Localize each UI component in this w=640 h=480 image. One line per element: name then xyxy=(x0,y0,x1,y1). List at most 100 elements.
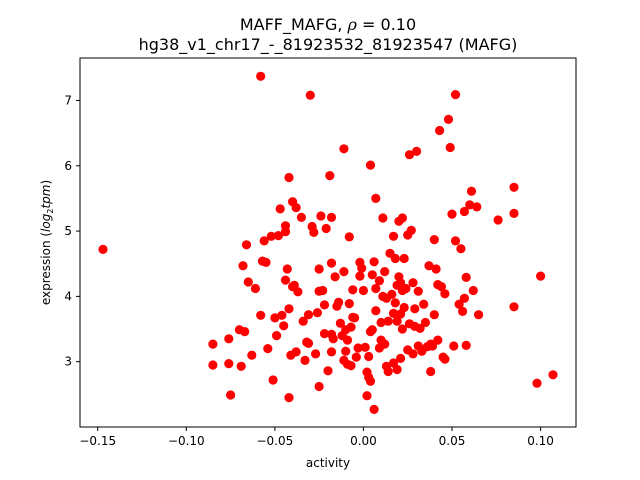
data-point xyxy=(365,160,376,170)
data-point xyxy=(396,353,406,363)
data-point xyxy=(275,204,285,214)
data-point xyxy=(474,310,484,320)
data-point xyxy=(450,90,461,100)
data-point xyxy=(328,334,338,344)
data-point xyxy=(371,283,381,294)
data-point xyxy=(300,355,310,365)
data-point xyxy=(450,236,461,246)
data-point xyxy=(449,341,459,351)
y-tick-label: 3 xyxy=(64,355,72,369)
data-point xyxy=(427,341,438,351)
data-point xyxy=(256,71,266,81)
data-point xyxy=(344,299,354,309)
data-point xyxy=(309,227,319,237)
data-point xyxy=(362,391,372,401)
data-point xyxy=(339,144,349,154)
data-point xyxy=(388,308,399,318)
data-point xyxy=(319,300,330,310)
data-point xyxy=(344,232,354,242)
data-point xyxy=(365,376,376,386)
data-point xyxy=(321,223,331,234)
x-tick-label: −0.10 xyxy=(168,434,205,448)
data-point xyxy=(323,366,333,376)
data-point xyxy=(240,327,250,337)
chart-title-line1: MAFF_MAFG, ρ = 0.10 xyxy=(240,15,416,35)
data-point xyxy=(351,352,361,362)
data-point xyxy=(280,275,291,285)
data-point xyxy=(461,340,471,350)
data-point xyxy=(311,349,321,359)
data-point xyxy=(367,325,377,335)
data-point xyxy=(247,350,257,360)
y-axis-label: expression (log2tpm) xyxy=(39,180,55,305)
data-point xyxy=(431,264,441,274)
data-point xyxy=(314,264,324,274)
data-point xyxy=(291,203,301,213)
data-point xyxy=(548,370,558,380)
data-point xyxy=(326,258,337,268)
y-tick-label: 7 xyxy=(64,93,72,107)
x-tick-label: 0.05 xyxy=(439,434,466,448)
data-point xyxy=(357,263,367,273)
data-point xyxy=(263,344,273,354)
data-point xyxy=(509,208,519,218)
data-point xyxy=(454,299,464,309)
data-point xyxy=(303,338,314,348)
data-point xyxy=(412,146,422,156)
data-point xyxy=(397,213,407,223)
data-point xyxy=(509,182,519,192)
data-point xyxy=(426,366,436,377)
data-point xyxy=(440,289,450,299)
data-point xyxy=(364,351,374,362)
data-point xyxy=(238,261,248,271)
data-point xyxy=(316,211,326,221)
data-point xyxy=(358,285,368,296)
data-point xyxy=(339,267,349,277)
data-point xyxy=(291,347,301,357)
data-point xyxy=(458,306,468,316)
data-point xyxy=(326,347,337,357)
data-point xyxy=(445,142,455,153)
data-point xyxy=(273,231,283,241)
data-point xyxy=(472,202,482,212)
data-point xyxy=(433,335,443,345)
x-tick-label: 0.00 xyxy=(350,434,377,448)
data-point xyxy=(284,304,294,314)
data-point xyxy=(369,404,379,414)
data-point xyxy=(355,271,365,281)
data-point xyxy=(399,302,409,313)
data-point xyxy=(415,323,425,333)
data-point xyxy=(456,244,466,254)
data-point xyxy=(284,393,294,403)
data-point xyxy=(435,125,445,136)
data-point xyxy=(334,297,344,307)
data-point xyxy=(360,342,370,352)
data-point xyxy=(350,313,360,323)
data-point xyxy=(256,310,266,320)
data-point xyxy=(380,339,390,349)
data-point xyxy=(298,316,308,326)
data-point xyxy=(459,206,469,217)
y-tick-label: 5 xyxy=(64,224,72,238)
data-point xyxy=(420,317,430,328)
data-point xyxy=(326,212,337,222)
data-point xyxy=(346,361,356,371)
data-point xyxy=(410,304,420,314)
data-point xyxy=(447,209,457,219)
data-point xyxy=(429,310,439,320)
data-point xyxy=(280,227,291,237)
data-point xyxy=(224,334,234,344)
data-point xyxy=(390,298,400,308)
data-point xyxy=(536,271,546,281)
data-point xyxy=(270,313,280,323)
data-point xyxy=(266,231,276,241)
data-point xyxy=(404,150,415,160)
data-point xyxy=(396,278,406,288)
data-point xyxy=(380,267,390,277)
data-point xyxy=(399,253,409,264)
data-point xyxy=(466,186,477,196)
data-point xyxy=(429,235,439,245)
data-point xyxy=(378,213,388,223)
data-point xyxy=(443,114,454,124)
